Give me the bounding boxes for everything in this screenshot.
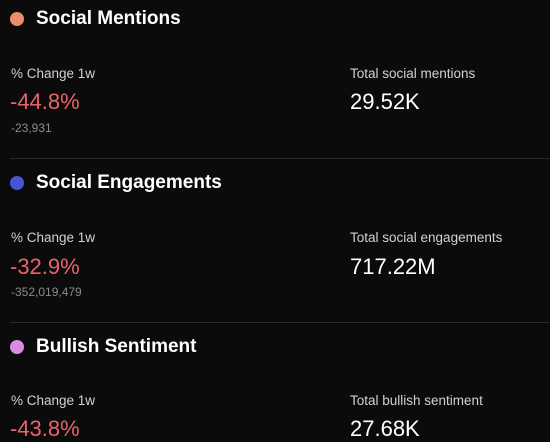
social-engagements-section: Social Engagements % Change 1w -32.9% -3… (0, 160, 550, 324)
social-engagements-change-pct: -32.9% (10, 254, 80, 279)
social-mentions-change-abs: -23,931 (11, 121, 52, 135)
social-engagements-change-abs: -352,019,479 (11, 285, 82, 299)
social-engagements-title: Social Engagements (36, 172, 222, 193)
bullish-sentiment-dot-icon (10, 340, 24, 354)
social-engagements-header: Social Engagements (10, 171, 222, 195)
bullish-sentiment-header: Bullish Sentiment (10, 335, 196, 359)
bullish-sentiment-title: Bullish Sentiment (36, 336, 197, 357)
bullish-sentiment-total-label: Total bullish sentiment (350, 393, 483, 408)
social-mentions-change-pct: -44.8% (10, 89, 80, 114)
bullish-sentiment-total-value: 27.68K (350, 416, 420, 441)
section-divider (10, 158, 550, 159)
section-divider (10, 322, 550, 323)
social-mentions-section: Social Mentions % Change 1w -44.8% -23,9… (0, 0, 550, 160)
social-engagements-dot-icon (10, 176, 24, 190)
social-mentions-title: Social Mentions (36, 8, 181, 29)
bullish-sentiment-change-label: % Change 1w (11, 393, 96, 408)
social-engagements-total-value: 717.22M (350, 254, 436, 279)
social-mentions-change-label: % Change 1w (11, 66, 96, 81)
bullish-sentiment-section: Bullish Sentiment % Change 1w -43.8% Tot… (0, 324, 550, 441)
social-mentions-dot-icon (10, 12, 24, 26)
social-mentions-total-label: Total social mentions (350, 66, 476, 81)
social-mentions-total-value: 29.52K (350, 89, 420, 114)
bullish-sentiment-change-pct: -43.8% (10, 416, 80, 441)
social-engagements-change-label: % Change 1w (11, 230, 96, 245)
social-mentions-header: Social Mentions (10, 7, 181, 31)
social-engagements-total-label: Total social engagements (350, 230, 503, 245)
